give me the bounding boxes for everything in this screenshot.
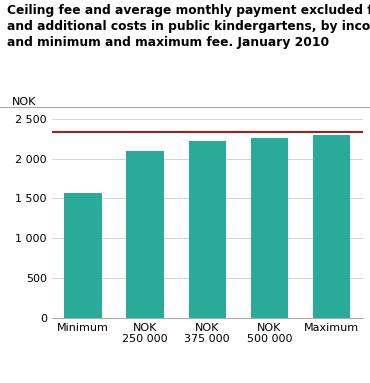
Bar (189, 141, 226, 318)
Bar (127, 151, 164, 318)
Text: Ceiling fee and average monthly payment excluded food
and additional costs in pu: Ceiling fee and average monthly payment … (7, 4, 370, 49)
Text: NOK: NOK (11, 97, 36, 107)
Bar (313, 136, 350, 318)
Legend: Public kindergartens, Ceiling fee: Public kindergartens, Ceiling fee (87, 379, 327, 383)
Bar (64, 193, 101, 318)
Bar (251, 138, 288, 318)
